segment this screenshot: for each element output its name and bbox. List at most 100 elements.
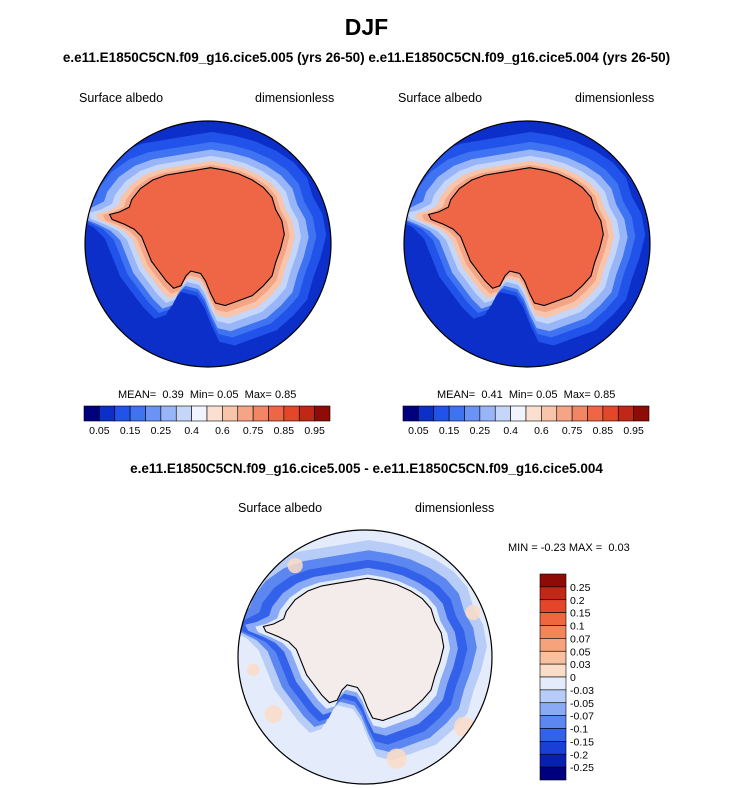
right-colorbar-tick-label: 0.6 — [534, 425, 549, 437]
right-max-label: Max= — [563, 389, 591, 401]
map-boundary — [403, 120, 651, 368]
diff-colorbar-swatch-5 — [539, 638, 567, 652]
diff-colorbar-tick-label: 0.07 — [570, 633, 591, 645]
coastline — [427, 167, 604, 307]
albedo-field — [404, 121, 650, 367]
diff-max-value: 0.03 — [608, 542, 630, 554]
left-max-label: Max= — [244, 389, 272, 401]
right-mean-value: 0.41 — [481, 389, 503, 401]
left-colorbar-swatch-0 — [83, 405, 100, 422]
right-colorbar-swatch-2 — [433, 405, 450, 422]
left-colorbar-tick-label: 0.85 — [274, 425, 295, 437]
diff-stats: MIN = -0.23 MAX = 0.03 — [508, 542, 630, 554]
left-colorbar-swatch-6 — [175, 405, 192, 422]
diff-colorbar-tick-label: 0.1 — [570, 621, 585, 633]
right-colorbar-tick-label: 0.85 — [593, 425, 614, 437]
diff-colorbar-tick-label: -0.2 — [570, 749, 588, 761]
left-colorbar-swatch-1 — [99, 405, 116, 422]
difference-colorbar: 0.250.20.150.10.070.050.030-0.03-0.05-0.… — [539, 573, 594, 781]
right-min-label: Min= — [508, 389, 534, 401]
diff-colorbar-tick-label: -0.1 — [570, 724, 588, 736]
diff-colorbar-swatch-4 — [539, 625, 567, 639]
diff-colorbar-swatch-9 — [539, 689, 567, 704]
difference-polar-map — [237, 529, 493, 785]
diff-colorbar-swatch-15 — [539, 766, 567, 781]
left-colorbar-swatch-5 — [160, 405, 177, 422]
diff-min-value: -0.23 — [540, 542, 566, 554]
left-colorbar-swatch-11 — [252, 405, 269, 422]
right-variable-label: Surface albedo — [398, 91, 483, 105]
left-panel-case-title: e.e11.E1850C5CN.f09_g16.cice5.005 (yrs 2… — [62, 50, 365, 65]
left-colorbar-swatch-3 — [129, 405, 146, 422]
right-colorbar-swatch-5 — [479, 405, 496, 422]
diff-variable-label: Surface albedo — [238, 501, 323, 515]
figure-title: DJF — [344, 14, 389, 40]
coastline — [108, 167, 285, 307]
right-mean-label: MEAN= — [437, 389, 476, 401]
diff-colorbar-tick-label: -0.05 — [570, 698, 594, 710]
left-colorbar-tick-label: 0.75 — [243, 425, 264, 437]
left-colorbar-swatch-8 — [206, 405, 223, 422]
right-panel-case-title: e.e11.E1850C5CN.f09_g16.cice5.004 (yrs 2… — [368, 50, 671, 65]
coastline — [262, 577, 445, 722]
right-colorbar-swatch-1 — [418, 405, 435, 422]
diff-colorbar-tick-label: 0.15 — [570, 608, 591, 620]
left-units-label: dimensionless — [255, 91, 335, 105]
diff-colorbar-tick-label: -0.03 — [570, 685, 594, 697]
left-colorbar-swatch-9 — [222, 405, 239, 422]
right-colorbar-swatch-11 — [571, 405, 588, 422]
right-colorbar-tick-label: 0.15 — [439, 425, 460, 437]
left-colorbar-tick-label: 0.95 — [304, 425, 325, 437]
diff-colorbar-tick-label: -0.15 — [570, 736, 594, 748]
right-colorbar-swatch-15 — [633, 405, 650, 422]
left-colorbar-tick-label: 0.4 — [184, 425, 199, 437]
right-colorbar-tick-label: 0.25 — [470, 425, 491, 437]
diff-min-label: MIN = — [508, 542, 538, 554]
right-colorbar-swatch-13 — [602, 405, 619, 422]
right-colorbar-tick-label: 0.4 — [503, 425, 518, 437]
diff-colorbar-swatch-1 — [539, 586, 567, 601]
panel-titles: e.e11.E1850C5CN.f09_g16.cice5.005 (yrs 2… — [0, 50, 733, 65]
left-min-value: 0.05 — [217, 389, 239, 401]
right-colorbar-swatch-0 — [402, 405, 419, 422]
right-colorbar-swatch-9 — [541, 405, 558, 422]
left-colorbar-swatch-13 — [283, 405, 300, 422]
right-polar-map — [403, 120, 651, 368]
difference-title: e.e11.E1850C5CN.f09_g16.cice5.005 - e.e1… — [130, 461, 603, 476]
diff-colorbar-tick-label: -0.07 — [570, 711, 594, 723]
right-colorbar-swatch-12 — [587, 405, 604, 422]
right-colorbar-swatch-3 — [448, 405, 465, 422]
left-colorbar-tick-label: 0.15 — [120, 425, 141, 437]
left-colorbar-tick-label: 0.6 — [215, 425, 230, 437]
albedo-field — [85, 121, 331, 367]
left-mean-value: 0.39 — [162, 389, 184, 401]
right-colorbar-swatch-4 — [464, 405, 481, 422]
diff-colorbar-swatch-14 — [539, 753, 567, 768]
diff-max-label: MAX = — [568, 542, 603, 554]
diff-colorbar-swatch-8 — [539, 676, 567, 691]
diff-colorbar-swatch-3 — [539, 612, 567, 626]
right-colorbar-swatch-8 — [525, 405, 542, 422]
map-boundary — [84, 120, 332, 368]
right-colorbar-tick-label: 0.95 — [623, 425, 644, 437]
diff-colorbar-tick-label: 0.25 — [570, 582, 591, 594]
left-colorbar-swatch-4 — [145, 405, 162, 422]
right-colorbar-tick-label: 0.05 — [408, 425, 429, 437]
diff-colorbar-swatch-11 — [539, 715, 567, 729]
left-colorbar-tick-label: 0.05 — [89, 425, 110, 437]
left-colorbar-swatch-15 — [314, 405, 331, 422]
diff-colorbar-swatch-13 — [539, 741, 567, 755]
left-stats: MEAN= 0.39 Min= 0.05 Max= 0.85 — [118, 389, 296, 401]
right-stats: MEAN= 0.41 Min= 0.05 Max= 0.85 — [437, 389, 615, 401]
left-colorbar-swatch-2 — [114, 405, 131, 422]
difference-field — [238, 530, 492, 784]
right-colorbar-swatch-6 — [494, 405, 511, 422]
right-colorbar-swatch-10 — [556, 405, 573, 422]
right-units-label: dimensionless — [575, 91, 655, 105]
diff-colorbar-tick-label: -0.25 — [570, 762, 594, 774]
map-boundary — [237, 529, 493, 785]
left-min-label: Min= — [189, 389, 215, 401]
diff-units-label: dimensionless — [415, 501, 495, 515]
left-max-value: 0.85 — [274, 389, 297, 401]
diff-colorbar-swatch-2 — [539, 599, 567, 613]
